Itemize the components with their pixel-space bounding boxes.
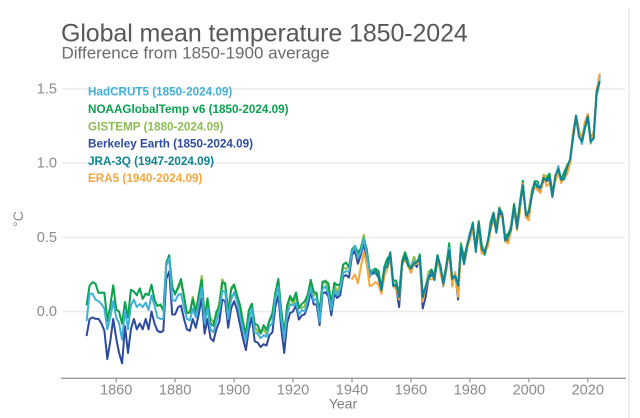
svg-text:1940: 1940: [336, 383, 368, 399]
svg-text:1960: 1960: [395, 383, 427, 399]
svg-text:0.0: 0.0: [37, 304, 57, 320]
svg-text:0.5: 0.5: [37, 230, 57, 246]
svg-text:2020: 2020: [572, 383, 604, 399]
svg-text:1980: 1980: [454, 383, 486, 399]
svg-text:1860: 1860: [100, 383, 132, 399]
svg-text:1900: 1900: [218, 383, 250, 399]
svg-text:1920: 1920: [277, 383, 309, 399]
svg-text:Year: Year: [329, 396, 358, 412]
svg-text:2000: 2000: [513, 383, 545, 399]
svg-text:JRA-3Q (1947-2024.09): JRA-3Q (1947-2024.09): [88, 155, 214, 168]
svg-text:Difference from 1850-1900 aver: Difference from 1850-1900 average: [62, 44, 330, 63]
svg-text:ERA5 (1940-2024.09): ERA5 (1940-2024.09): [88, 172, 202, 185]
svg-text:Berkeley Earth (1850-2024.09): Berkeley Earth (1850-2024.09): [88, 138, 253, 151]
svg-text:NOAAGlobalTemp v6 (1850-2024.0: NOAAGlobalTemp v6 (1850-2024.09): [88, 103, 289, 116]
svg-text:1.0: 1.0: [37, 156, 57, 172]
svg-text:Global mean temperature 1850-2: Global mean temperature 1850-2024: [61, 20, 468, 48]
svg-text:GISTEMP (1880-2024.09): GISTEMP (1880-2024.09): [88, 120, 224, 133]
svg-text:HadCRUT5 (1850-2024.09): HadCRUT5 (1850-2024.09): [88, 86, 232, 99]
svg-text:1.5: 1.5: [37, 82, 57, 98]
svg-text:°C: °C: [10, 211, 26, 227]
svg-text:1880: 1880: [159, 383, 191, 399]
